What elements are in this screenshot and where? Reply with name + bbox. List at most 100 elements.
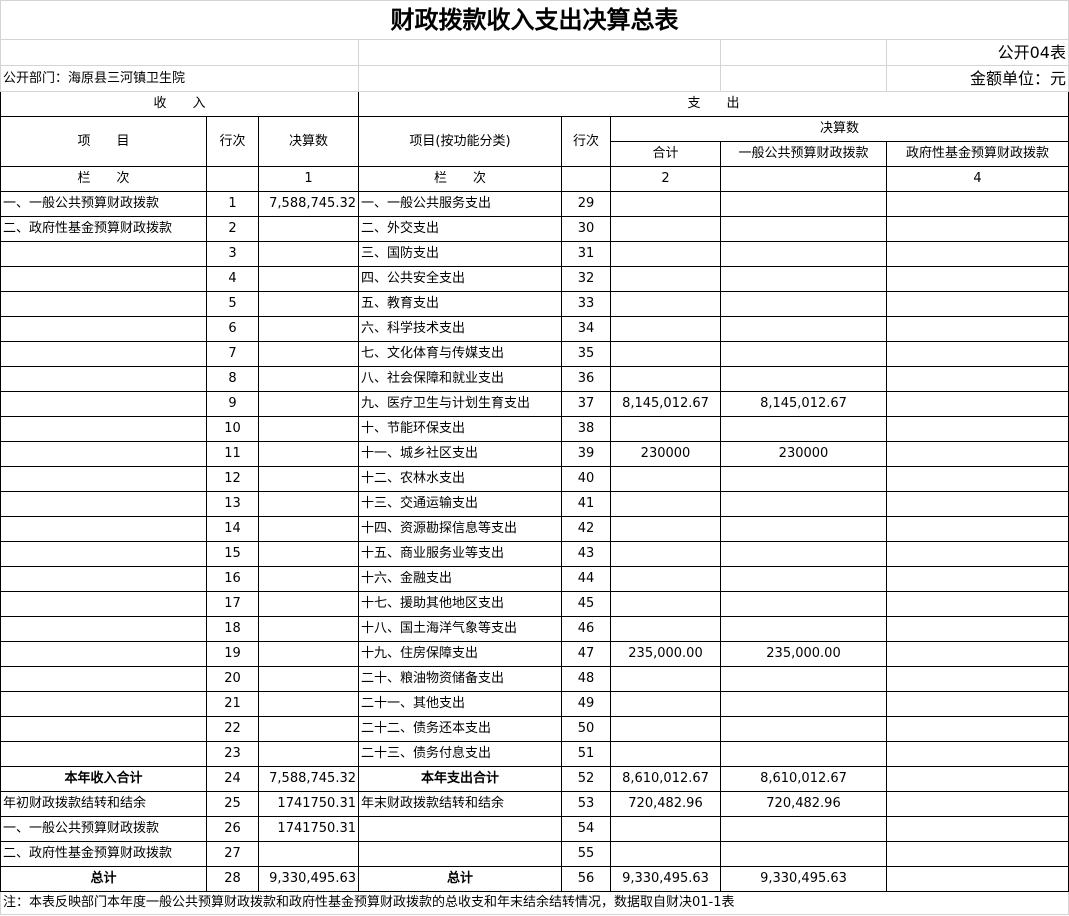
income-amount: 1741750.31 <box>258 791 359 817</box>
expense-item: 十六、金融支出 <box>358 566 562 592</box>
expense-row-no: 45 <box>561 591 611 617</box>
table-row: 10 十、节能环保支出 38 <box>0 416 1069 442</box>
expense-total <box>610 341 721 367</box>
expense-row-no: 29 <box>561 191 611 217</box>
page-title: 财政拨款收入支出决算总表 <box>0 0 1069 40</box>
expense-total <box>610 216 721 242</box>
general-header: 一般公共预算财政拨款 <box>720 141 887 167</box>
expense-item: 八、社会保障和就业支出 <box>358 366 562 392</box>
expense-general: 8,610,012.67 <box>720 766 887 792</box>
expense-fund <box>886 641 1069 667</box>
expense-row-no: 30 <box>561 216 611 242</box>
table-row: 3 三、国防支出 31 <box>0 241 1069 267</box>
expense-row-no: 41 <box>561 491 611 517</box>
column-label: 栏 次 <box>0 166 207 192</box>
expense-general: 720,482.96 <box>720 791 887 817</box>
expense-fund <box>886 516 1069 542</box>
expense-row-no: 36 <box>561 366 611 392</box>
expense-general <box>720 316 887 342</box>
income-item: 本年收入合计 <box>0 766 207 792</box>
expense-total <box>610 666 721 692</box>
income-item: 二、政府性基金预算财政拨款 <box>0 841 207 867</box>
expense-total <box>610 541 721 567</box>
income-row-no: 12 <box>206 466 259 492</box>
income-amount <box>258 716 359 742</box>
expense-general <box>720 566 887 592</box>
table-row: 20 二十、粮油物资储备支出 48 <box>0 666 1069 692</box>
income-row-no: 1 <box>206 191 259 217</box>
income-row-no: 16 <box>206 566 259 592</box>
income-item <box>0 616 207 642</box>
income-amount <box>258 216 359 242</box>
table-row: 4 四、公共安全支出 32 <box>0 266 1069 292</box>
expense-item: 十三、交通运输支出 <box>358 491 562 517</box>
expense-item: 二十二、债务还本支出 <box>358 716 562 742</box>
expense-total <box>610 816 721 842</box>
expense-fund <box>886 491 1069 517</box>
income-row-no: 22 <box>206 716 259 742</box>
income-row-no: 2 <box>206 216 259 242</box>
expense-fund <box>886 216 1069 242</box>
expense-item: 十、节能环保支出 <box>358 416 562 442</box>
expense-fund <box>886 841 1069 867</box>
expense-item: 九、医疗卫生与计划生育支出 <box>358 391 562 417</box>
expense-item: 三、国防支出 <box>358 241 562 267</box>
expense-item: 六、科学技术支出 <box>358 316 562 342</box>
expense-row-no: 31 <box>561 241 611 267</box>
income-amount <box>258 516 359 542</box>
expense-item: 十八、国土海洋气象等支出 <box>358 616 562 642</box>
expense-total <box>610 841 721 867</box>
table-row: 14 十四、资源勘探信息等支出 42 <box>0 516 1069 542</box>
income-item <box>0 391 207 417</box>
expense-general <box>720 591 887 617</box>
income-row-no: 8 <box>206 366 259 392</box>
expense-fund <box>886 566 1069 592</box>
table-row: 二、政府性基金预算财政拨款 27 55 <box>0 841 1069 867</box>
income-row-no: 5 <box>206 291 259 317</box>
income-amount <box>258 741 359 767</box>
table-row: 19 十九、住房保障支出 47 235,000.00 235,000.00 <box>0 641 1069 667</box>
income-row-no: 18 <box>206 616 259 642</box>
income-amount: 1741750.31 <box>258 816 359 842</box>
expense-total: 9,330,495.63 <box>610 866 721 892</box>
income-item <box>0 441 207 467</box>
expense-fund <box>886 291 1069 317</box>
income-header: 收 入 <box>0 91 359 117</box>
table-row: 23 二十三、债务付息支出 51 <box>0 741 1069 767</box>
expense-total <box>610 741 721 767</box>
table-row: 二、政府性基金预算财政拨款 2 二、外交支出 30 <box>0 216 1069 242</box>
expense-total <box>610 566 721 592</box>
income-item-header: 项 目 <box>0 116 207 167</box>
expense-item: 十四、资源勘探信息等支出 <box>358 516 562 542</box>
table-row: 13 十三、交通运输支出 41 <box>0 491 1069 517</box>
table-row: 15 十五、商业服务业等支出 43 <box>0 541 1069 567</box>
income-row-no: 9 <box>206 391 259 417</box>
expense-item <box>358 816 562 842</box>
total-header: 合计 <box>610 141 721 167</box>
footnote: 注：本表反映部门本年度一般公共预算财政拨款和政府性基金预算财政拨款的总收支和年末… <box>0 891 1069 915</box>
table-row: 21 二十一、其他支出 49 <box>0 691 1069 717</box>
expense-total <box>610 316 721 342</box>
expense-item: 十五、商业服务业等支出 <box>358 541 562 567</box>
expense-item: 总计 <box>358 866 562 892</box>
income-amount <box>258 466 359 492</box>
expense-item: 二十一、其他支出 <box>358 691 562 717</box>
expense-fund <box>886 241 1069 267</box>
income-amount: 9,330,495.63 <box>258 866 359 892</box>
fund-header: 政府性基金预算财政拨款 <box>886 141 1069 167</box>
expense-row-no: 40 <box>561 466 611 492</box>
expense-row-no: 56 <box>561 866 611 892</box>
income-item <box>0 716 207 742</box>
expense-amount-header: 决算数 <box>610 116 1069 142</box>
expense-general: 8,145,012.67 <box>720 391 887 417</box>
expense-item: 五、教育支出 <box>358 291 562 317</box>
income-amount <box>258 566 359 592</box>
expense-fund <box>886 316 1069 342</box>
expense-item: 十二、农林水支出 <box>358 466 562 492</box>
expense-header: 支 出 <box>358 91 1069 117</box>
expense-row-no: 32 <box>561 266 611 292</box>
expense-item: 七、文化体育与传媒支出 <box>358 341 562 367</box>
expense-fund <box>886 666 1069 692</box>
income-row-no: 7 <box>206 341 259 367</box>
